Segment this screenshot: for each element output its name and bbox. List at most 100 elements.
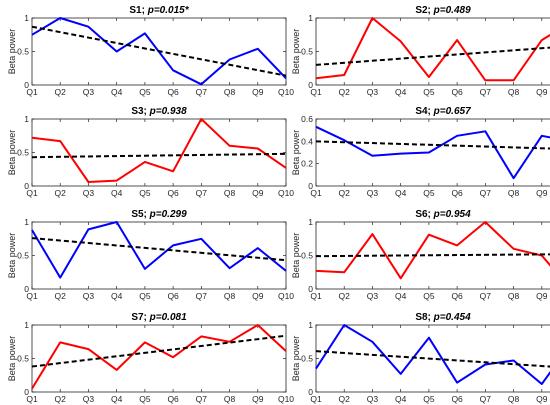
x-tick-label: Q8	[508, 291, 520, 301]
series-line	[315, 17, 550, 82]
axes-box	[31, 118, 287, 187]
trend-line	[31, 237, 287, 262]
y-axis-label: Beta power	[7, 130, 17, 176]
y-tick-label: 0	[308, 80, 313, 90]
y-tick-label: 0.5	[301, 47, 313, 57]
x-tick-label: Q2	[339, 291, 351, 301]
p-value-label: p=0.299	[149, 209, 187, 220]
x-tick-label: Q6	[451, 87, 463, 97]
x-tick-label: Q2	[339, 394, 351, 404]
x-tick-label: Q4	[395, 188, 407, 198]
y-tick-label: 0.5	[17, 251, 29, 261]
p-value-label: p=0.954	[433, 209, 471, 220]
y-axis-label: Beta power	[291, 29, 301, 75]
x-tick-label: Q1	[26, 394, 38, 404]
series-line	[31, 221, 287, 279]
x-tick-label: Q4	[111, 394, 123, 404]
subject-label: S7;	[131, 312, 149, 323]
subject-label: S3;	[131, 106, 149, 117]
p-value-label: p=0.015*	[147, 5, 190, 16]
p-value-label: p=0.081	[149, 312, 187, 323]
series-line	[31, 324, 287, 390]
y-tick-label: 0.5	[17, 47, 29, 57]
x-tick-label: Q1	[26, 188, 38, 198]
series-line	[31, 118, 287, 183]
subplot-title: S6; p=0.954	[415, 209, 471, 220]
x-tick-label: Q1	[26, 87, 38, 97]
x-tick-label: Q10	[278, 87, 294, 97]
x-tick-label: Q8	[224, 291, 236, 301]
x-tick-label: Q9	[252, 87, 264, 97]
x-tick-label: Q5	[139, 188, 151, 198]
y-tick-label: 0.6	[301, 114, 313, 124]
trend-line	[315, 46, 550, 66]
x-tick-label: Q9	[536, 394, 548, 404]
x-tick-label: Q3	[83, 188, 95, 198]
y-tick-label: 0.5	[301, 251, 313, 261]
x-tick-label: Q4	[395, 394, 407, 404]
trend-line	[31, 152, 287, 159]
x-tick-label: Q4	[395, 87, 407, 97]
subject-label: S2;	[415, 5, 433, 16]
x-tick-label: Q8	[508, 394, 520, 404]
y-tick-label: 0.5	[17, 148, 29, 158]
subplot-title: S8; p=0.454	[415, 312, 471, 323]
x-tick-label: Q2	[339, 87, 351, 97]
x-tick-label: Q6	[167, 291, 179, 301]
x-tick-label: Q5	[423, 188, 435, 198]
trend-line	[31, 25, 287, 77]
y-tick-label: 0.4	[301, 136, 313, 146]
x-tick-label: Q3	[367, 87, 379, 97]
x-tick-label: Q3	[83, 394, 95, 404]
y-tick-label: 0	[24, 80, 29, 90]
x-tick-label: Q8	[508, 87, 520, 97]
x-tick-label: Q9	[536, 87, 548, 97]
x-tick-label: Q3	[83, 291, 95, 301]
x-tick-label: Q3	[367, 394, 379, 404]
subject-label: S1;	[129, 5, 147, 16]
x-tick-label: Q3	[367, 291, 379, 301]
x-tick-label: Q10	[278, 291, 294, 301]
x-tick-label: Q4	[111, 291, 123, 301]
subplot-title: S3; p=0.938	[131, 106, 187, 117]
x-tick-label: Q5	[423, 87, 435, 97]
p-value-label: p=0.489	[433, 5, 471, 16]
y-tick-label: 1	[24, 217, 29, 227]
x-tick-label: Q6	[167, 87, 179, 97]
x-tick-label: Q9	[536, 188, 548, 198]
series-line	[315, 125, 550, 180]
subplot-title: S1; p=0.015*	[129, 5, 189, 16]
x-tick-label: Q1	[310, 291, 322, 301]
x-tick-label: Q6	[451, 394, 463, 404]
x-tick-label: Q2	[55, 394, 67, 404]
subject-label: S5;	[131, 209, 149, 220]
subject-label: S6;	[415, 209, 433, 220]
axes-box	[31, 324, 287, 393]
x-tick-label: Q6	[167, 394, 179, 404]
x-tick-label: Q7	[196, 291, 208, 301]
x-tick-label: Q3	[83, 87, 95, 97]
trend-line	[315, 350, 550, 368]
x-tick-label: Q5	[139, 291, 151, 301]
subject-label: S8;	[415, 312, 433, 323]
y-tick-label: 0.5	[301, 354, 313, 364]
x-tick-label: Q2	[339, 188, 351, 198]
y-axis-label: Beta power	[291, 130, 301, 176]
x-tick-label: Q7	[196, 394, 208, 404]
trend-line	[31, 334, 287, 368]
x-tick-label: Q5	[139, 394, 151, 404]
y-axis-label: Beta power	[291, 336, 301, 382]
x-tick-label: Q1	[310, 394, 322, 404]
y-axis-label: Beta power	[7, 336, 17, 382]
x-tick-label: Q10	[278, 188, 294, 198]
y-tick-label: 1	[24, 13, 29, 23]
subplot-3: Q1 Q2 Q3 Q4 Q5 Q6 Q7 Q8 Q9 Q10 0 0.5 1 Beta power S3; …	[7, 106, 294, 198]
x-tick-label: Q2	[55, 291, 67, 301]
x-tick-label: Q7	[196, 188, 208, 198]
x-tick-label: Q1	[310, 87, 322, 97]
y-tick-label: 0	[24, 181, 29, 191]
y-tick-label: 1	[308, 320, 313, 330]
x-tick-label: Q7	[480, 291, 492, 301]
